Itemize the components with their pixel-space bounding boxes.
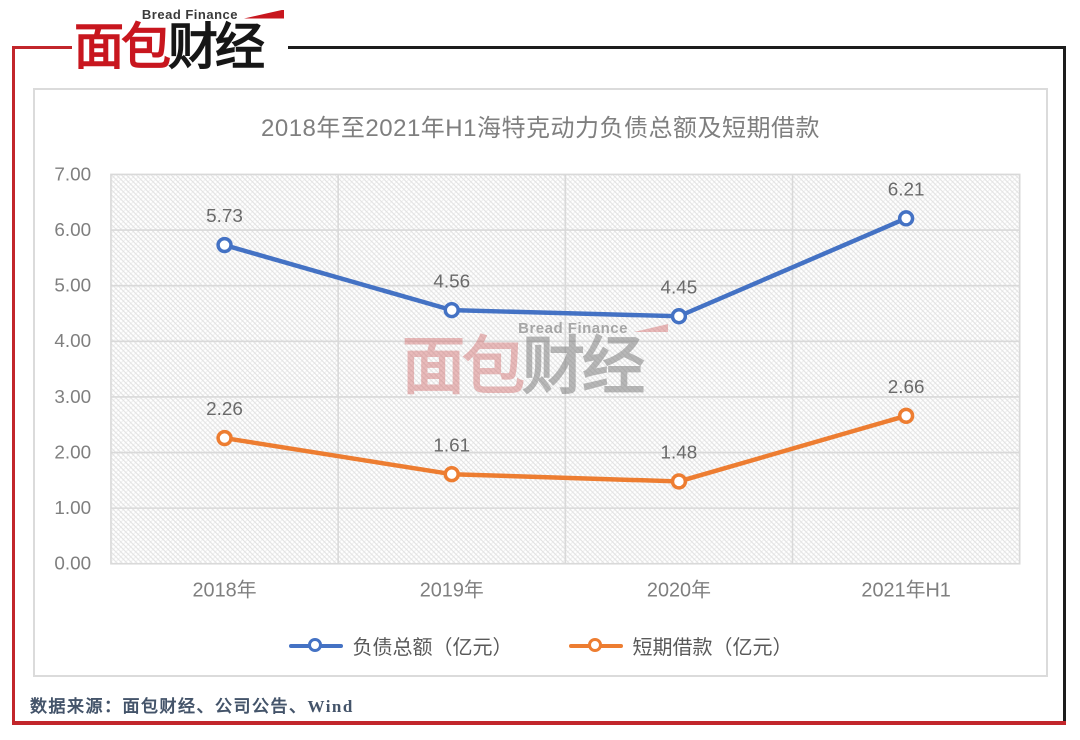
legend-line-marker-icon — [568, 637, 623, 654]
legend-label: 短期借款（亿元） — [632, 637, 793, 659]
series-line — [222, 216, 909, 319]
chart-panel: 2018年至2021年H1海特克动力负债总额及短期借款 0.00 1.00 2.00… — [33, 88, 1048, 677]
frame-border-top-black-segment — [288, 46, 1066, 49]
data-source-note: 数据来源：面包财经、公司公告、Wind — [30, 697, 354, 716]
y-tick-label: 5.00 — [54, 275, 91, 296]
y-tick-label: 4.00 — [54, 330, 91, 351]
liabilities-line-chart: 0.00 1.00 2.00 3.00 4.00 5.00 6.00 7.00 2018年 201… — [54, 163, 1021, 602]
y-tick-label: 3.00 — [54, 386, 91, 407]
legend-marker-dot — [307, 638, 322, 652]
data-label: 1.61 — [433, 434, 470, 455]
legend-line-marker-icon — [288, 637, 343, 654]
series-line — [222, 413, 909, 484]
legend-item: 短期借款（亿元） — [568, 631, 793, 660]
y-tick-label: 6.00 — [54, 219, 91, 240]
data-point-marker — [216, 236, 233, 254]
logo-brand-text: 面包财经 — [74, 22, 286, 73]
logo-brand-dark: 财经 — [168, 19, 265, 75]
data-label: 5.73 — [206, 205, 243, 226]
chart-legend: 负债总额（亿元） 短期借款（亿元） — [35, 631, 1046, 660]
data-label: 2.66 — [888, 376, 925, 397]
legend-marker-dot — [587, 638, 602, 652]
data-point-marker — [897, 210, 915, 227]
data-point-marker — [443, 301, 460, 319]
logo-brand-red: 面包 — [74, 19, 171, 75]
data-point-marker — [670, 473, 688, 490]
data-label: 2.26 — [206, 398, 243, 419]
data-point-marker — [897, 407, 915, 425]
x-category-label: 2021年H1 — [861, 580, 950, 602]
legend-item: 负债总额（亿元） — [288, 631, 513, 660]
chart-title: 2018年至2021年H1海特克动力负债总额及短期借款 — [261, 115, 820, 142]
plot-area-border — [110, 173, 1021, 565]
frame-border-left — [12, 46, 15, 724]
data-point-marker — [216, 429, 233, 447]
logo-flag-icon — [244, 9, 284, 19]
y-tick-label: 2.00 — [54, 441, 91, 462]
data-point-marker — [443, 466, 460, 483]
y-tick-label: 7.00 — [54, 163, 91, 184]
frame-border-top-red-segment — [12, 46, 72, 49]
data-label: 4.56 — [433, 270, 470, 291]
x-category-label: 2019年 — [420, 580, 484, 602]
data-label: 6.21 — [888, 179, 925, 200]
data-label: 4.45 — [661, 276, 698, 297]
frame-border-right — [1063, 46, 1066, 724]
data-label: 1.48 — [661, 442, 698, 463]
frame-border-bottom — [12, 721, 1066, 725]
x-category-label: 2020年 — [647, 580, 711, 602]
logo-tagline: Bread Finance — [141, 6, 238, 22]
y-tick-label: 0.00 — [54, 553, 91, 574]
data-point-marker — [670, 308, 688, 325]
bread-finance-logo: Bread Finance 面包财经 — [74, 6, 286, 73]
x-category-label: 2018年 — [193, 580, 257, 602]
logo-tagline-row: Bread Finance — [74, 6, 286, 22]
legend-label: 负债总额（亿元） — [352, 637, 513, 659]
y-tick-label: 1.00 — [54, 497, 91, 518]
